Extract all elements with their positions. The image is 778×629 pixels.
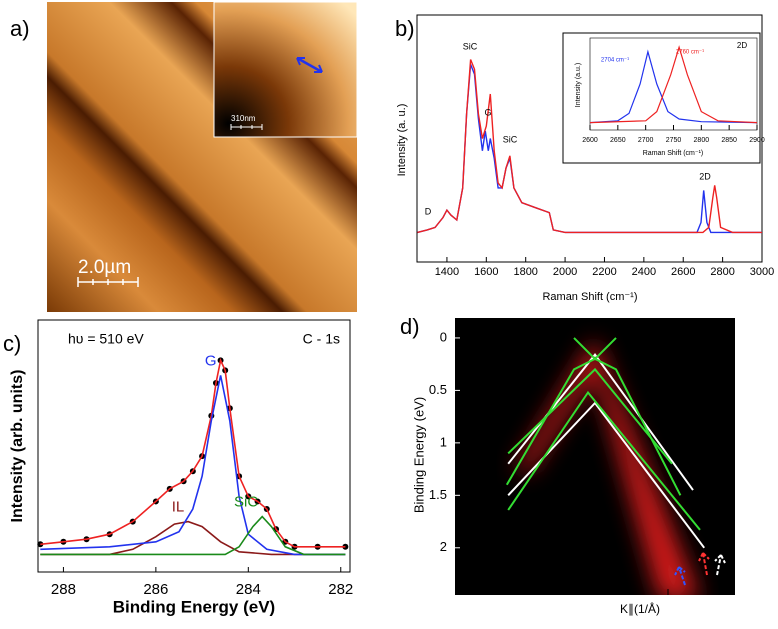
- panel-label: c): [3, 331, 21, 356]
- x-axis-label: Raman Shift (cm⁻¹): [542, 291, 637, 303]
- afm-inset: [213, 1, 358, 138]
- x-tick-label: 2200: [592, 266, 616, 278]
- series-line: [507, 367, 673, 465]
- annotation: 2D: [699, 171, 711, 181]
- scale-bar: [77, 277, 139, 287]
- annotation: hυ = 510 eV: [68, 331, 144, 347]
- x-tick-label: 286: [143, 581, 168, 598]
- x-tick-label: 1800: [513, 266, 537, 278]
- arrow: [714, 554, 726, 576]
- series-line: [40, 520, 346, 556]
- x-tick-label: 2400: [632, 266, 656, 278]
- x-tick-label: 282: [328, 581, 353, 598]
- arrow-head: [296, 57, 323, 73]
- y-tick-label: 0.5: [429, 382, 447, 397]
- series-line: [507, 390, 701, 531]
- series-line: [507, 401, 705, 549]
- arrow: [674, 566, 686, 586]
- y-tick-label: 1: [440, 434, 447, 449]
- panel-a: a) 2.0µm 310nm: [10, 1, 358, 312]
- series-line: [507, 353, 694, 491]
- panel-c: c) Binding Energy (eV) Intensity (arb. u…: [3, 319, 351, 616]
- series-line: [40, 357, 346, 548]
- x-tick-label: 288: [51, 581, 76, 598]
- x-tick-label: 2000: [553, 266, 577, 278]
- series-line: [589, 49, 758, 124]
- series-label: G: [205, 352, 217, 369]
- plot-frame: [37, 319, 351, 573]
- annotation: 2760 cm⁻¹: [676, 50, 704, 56]
- plot-frame: [416, 14, 763, 263]
- y-tick-label: 0: [440, 329, 447, 344]
- x-tick-label: 2900: [749, 137, 765, 144]
- y-axis-label: Intensity (a. u.): [396, 104, 408, 177]
- inset-x-axis-label: Raman Shift (cm⁻¹): [643, 150, 703, 157]
- annotation: SiC: [503, 134, 518, 144]
- x-tick: [514, 589, 721, 595]
- x-tick-label: 1400: [435, 266, 459, 278]
- annotation: G: [484, 107, 491, 117]
- series-line: [40, 375, 346, 556]
- series-line: [589, 45, 758, 124]
- panel-b: b) Raman Shift (cm⁻¹) Intensity (a. u.) …: [395, 14, 763, 303]
- arrow: [296, 56, 323, 74]
- x-tick-label: 2650: [610, 137, 626, 144]
- panel-label: d): [400, 314, 420, 339]
- x-tick-label: 2800: [694, 137, 710, 144]
- x-tick-label: 2700: [638, 137, 654, 144]
- x-tick-label: 2800: [710, 266, 734, 278]
- x-tick-label: 2600: [582, 137, 598, 144]
- x-tick-label: 284: [236, 581, 261, 598]
- series-line: [40, 515, 346, 556]
- annotation: SiC: [463, 41, 478, 51]
- series-line: [573, 337, 617, 361]
- y-axis-label: Binding Energy (eV): [411, 397, 426, 513]
- annotation: C - 1s: [303, 331, 340, 347]
- series-line: [417, 59, 762, 234]
- inset-scale-bar: [230, 124, 263, 130]
- y-tick-label: 1.5: [429, 487, 447, 502]
- inset-title: 2D: [737, 41, 747, 50]
- x-axis-label: K∥(1/Å): [620, 601, 660, 616]
- y-axis-label: Intensity (arb. units): [9, 370, 26, 523]
- panel-d: d) K∥(1/Å) Binding Energy (eV): [400, 314, 735, 616]
- series-label: SiC: [234, 494, 258, 511]
- panel-label: a): [10, 16, 30, 41]
- x-tick-label: 2750: [666, 137, 682, 144]
- annotation: 2704 cm⁻¹: [601, 58, 629, 64]
- x-tick-label: 2850: [721, 137, 737, 144]
- x-axis-label: Binding Energy (eV): [113, 597, 275, 616]
- y-tick-label: 2: [440, 539, 447, 554]
- annotation: D: [425, 206, 432, 216]
- scale-bar-label: 2.0µm: [78, 257, 131, 278]
- series-label: IL: [172, 499, 185, 516]
- inset-y-axis-label: Intensity (a.u.): [575, 63, 582, 107]
- x-tick-label: 2600: [671, 266, 695, 278]
- inset-scale-bar-label: 310nm: [231, 114, 256, 123]
- x-tick-label: 1600: [474, 266, 498, 278]
- arrow: [698, 552, 710, 576]
- panel-label: b): [395, 16, 415, 41]
- x-tick-label: 3000: [750, 266, 774, 278]
